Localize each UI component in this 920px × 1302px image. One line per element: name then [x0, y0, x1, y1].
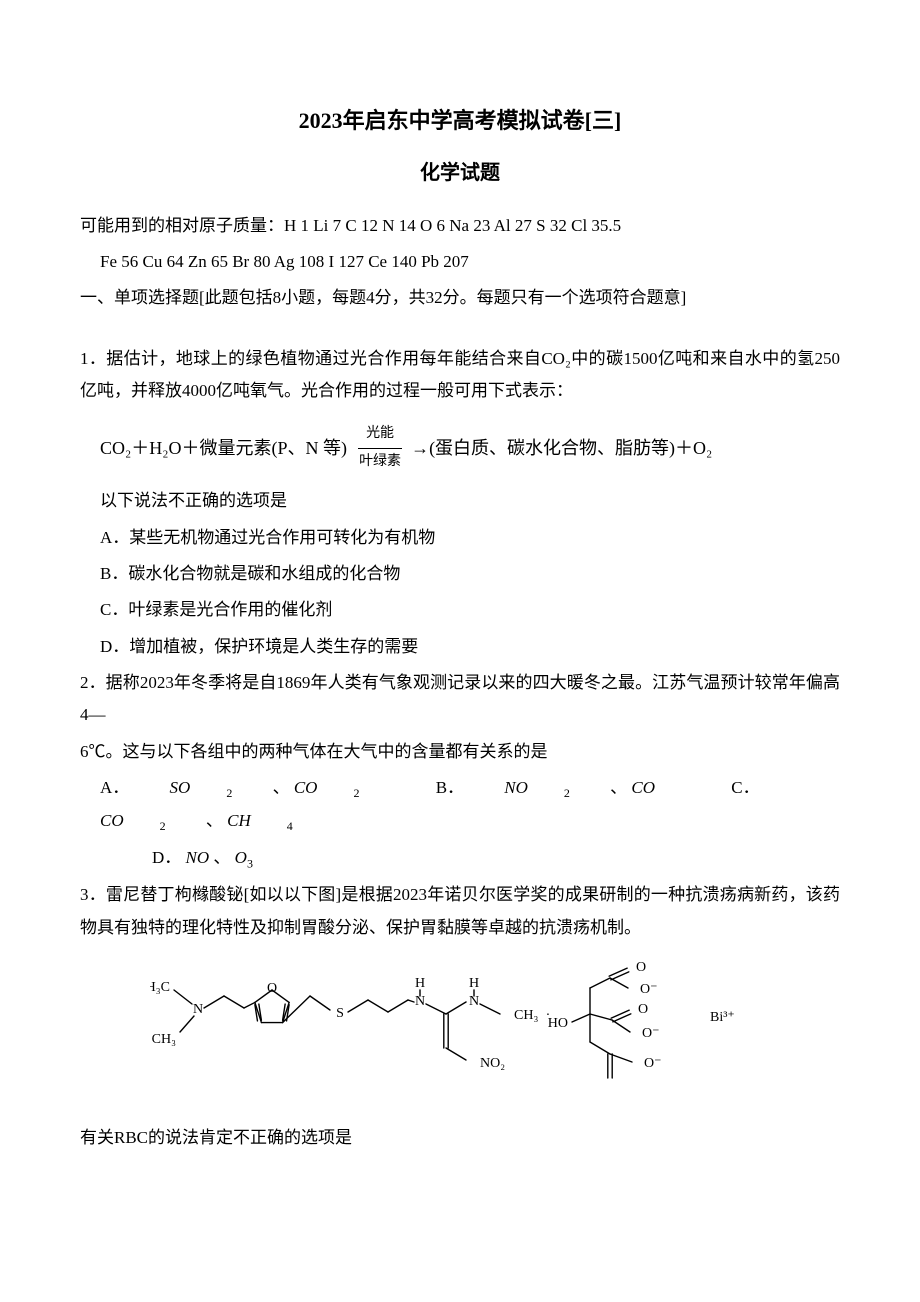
q1-tail: 以下说法不正确的选项是 [80, 485, 840, 517]
eq-fraction: 光能 叶绿素 [351, 421, 409, 475]
svg-text:O⁻: O⁻ [642, 1026, 660, 1041]
title-sub: 化学试题 [80, 154, 840, 192]
svg-text:H: H [415, 976, 425, 991]
q1-opt-c: C．叶绿素是光合作用的催化剂 [80, 594, 840, 626]
svg-text:CH₃: CH₃ [514, 1008, 538, 1023]
q2-options-row1: A． SO2 、 CO2 B． NO2 、 CO C． CO2 、 CH4 [80, 772, 840, 838]
q1-opt-d: D．增加植被，保护环境是人类生存的需要 [80, 631, 840, 663]
molecule-svg: H₃CNCH₃OSNHNO₂NHCH₃·HOOO⁻OO⁻O⁻Bi³⁺ [150, 958, 770, 1108]
svg-text:N: N [193, 1002, 203, 1017]
q1-equation: CO₂＋H₂O＋微量元素(P、N 等) 光能 叶绿素 → (蛋白质、碳水化合物、… [80, 421, 840, 475]
svg-text:O: O [636, 960, 646, 975]
eq-bot: 叶绿素 [351, 449, 409, 476]
svg-text:O⁻: O⁻ [640, 982, 658, 997]
q2-stem2: 6℃。这与以下各组中的两种气体在大气中的含量都有关系的是 [80, 736, 840, 768]
svg-text:O: O [638, 1002, 648, 1017]
q1-stem: 1．据估计，地球上的绿色植物通过光合作用每年能结合来自CO₂中的碳1500亿吨和… [80, 343, 840, 408]
q2-opt-a: A． SO2 、 CO2 [100, 778, 400, 797]
q3-tail: 有关RBC的说法肯定不正确的选项是 [80, 1122, 840, 1154]
eq-arrow-wrap: 光能 叶绿素 → [347, 421, 429, 475]
title-main: 2023年启东中学高考模拟试卷[三] [80, 100, 840, 142]
svg-text:O⁻: O⁻ [644, 1056, 662, 1071]
svg-text:H: H [469, 976, 479, 991]
atomic-mass-line2: Fe 56 Cu 64 Zn 65 Br 80 Ag 108 I 127 Ce … [80, 246, 840, 278]
svg-text:O: O [267, 981, 277, 996]
eq-left: CO₂＋H₂O＋微量元素(P、N 等) [100, 431, 347, 465]
eq-top: 光能 [358, 421, 402, 449]
svg-text:NO₂: NO₂ [480, 1056, 505, 1071]
arrow-icon: → [411, 431, 429, 465]
svg-text:HO: HO [548, 1016, 568, 1031]
q2-opt-b: B． NO2 、 CO [436, 778, 696, 797]
section1-header: 一、单项选择题[此题包括8小题，每题4分，共32分。每题只有一个选项符合题意] [80, 282, 840, 314]
svg-text:S: S [336, 1006, 344, 1021]
q3-structure-diagram: H₃CNCH₃OSNHNO₂NHCH₃·HOOO⁻OO⁻O⁻Bi³⁺ [80, 958, 840, 1108]
q1-opt-b: B．碳水化合物就是碳和水组成的化合物 [80, 558, 840, 590]
q2-opt-d: D． NO 、 O3 [80, 842, 840, 875]
q3-stem: 3．雷尼替丁枸橼酸铋[如以以下图]是根据2023年诺贝尔医学奖的成果研制的一种抗… [80, 879, 840, 944]
svg-text:H₃C: H₃C [150, 980, 170, 995]
atomic-mass-line1: 可能用到的相对原子质量：H 1 Li 7 C 12 N 14 O 6 Na 23… [80, 210, 840, 242]
svg-text:CH₃: CH₃ [152, 1032, 176, 1047]
q2-stem1: 2．据称2023年冬季将是自1869年人类有气象观测记录以来的四大暖冬之最。江苏… [80, 667, 840, 732]
q1-opt-a: A．某些无机物通过光合作用可转化为有机物 [80, 522, 840, 554]
eq-right: (蛋白质、碳水化合物、脂肪等)＋O₂ [429, 431, 712, 465]
svg-text:Bi³⁺: Bi³⁺ [710, 1010, 735, 1025]
